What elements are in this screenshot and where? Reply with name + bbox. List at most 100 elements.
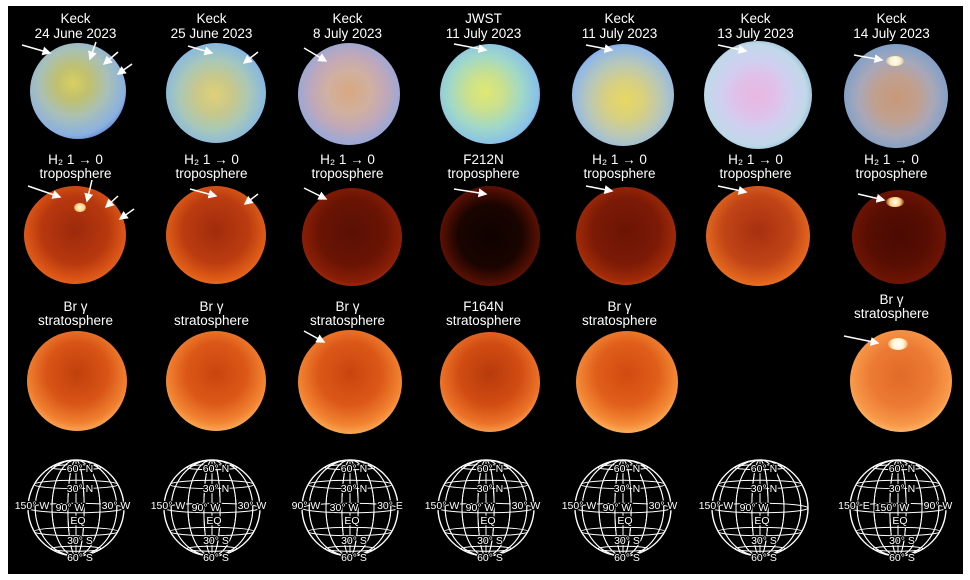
layer-label: troposphere	[39, 166, 112, 181]
grid-label-n1: 60° N	[614, 463, 640, 475]
titan-color-image	[572, 44, 674, 146]
grid-label-right: 90° W	[924, 500, 953, 512]
layer-label: troposphere	[447, 166, 520, 181]
grid-label-eq: EQ	[892, 515, 907, 527]
grid-label-eq: EQ	[617, 515, 632, 527]
globe-grid: 60° N 30° N 150° W 90° W 30° W EQ 30° S 60° S	[149, 459, 268, 565]
grid-label-eq: EQ	[70, 515, 85, 527]
layer-label: stratosphere	[581, 313, 658, 328]
layer-label: stratosphere	[173, 313, 250, 328]
h2-label: H₂ 1 → 0	[320, 152, 375, 167]
grid-label-eq: EQ	[480, 515, 495, 527]
globe-grid: 60° N 30° N 150° W 90° W 30° W EQ 30° S 60° S	[560, 459, 679, 565]
grid-label-left: 150° W	[425, 500, 460, 512]
arrow-icon	[717, 44, 748, 195]
grid-label-s2: 60° S	[477, 552, 503, 564]
titan-stratosphere-image	[166, 331, 266, 431]
grid-label-mid: 150° W	[875, 502, 910, 514]
titan-color-image	[298, 43, 400, 145]
layer-label: stratosphere	[445, 313, 522, 328]
br-label: Br γ	[879, 292, 904, 307]
arrow-icon	[453, 43, 488, 198]
grid-label-left: 90° W	[292, 500, 321, 512]
grid-label-s2: 60° S	[751, 552, 777, 564]
globe-grid: 60° N 30° N 90° W 30° W 30° E EQ 30° S 60° S	[290, 459, 404, 565]
date-label: 11 July 2023	[581, 26, 658, 41]
telescope-label: Keck	[876, 11, 907, 26]
layer-label: troposphere	[855, 166, 928, 181]
date-label: 11 July 2023	[445, 26, 522, 41]
grid-label-right: 30° W	[512, 500, 541, 512]
grid-label-n2: 30° N	[751, 483, 777, 495]
grid-label-n2: 30° N	[67, 483, 93, 495]
titan-stratosphere-image	[440, 332, 540, 432]
grid-label-n1: 60° N	[341, 463, 367, 475]
grid-label-n2: 30° N	[203, 483, 229, 495]
telescope-label: JWST	[465, 11, 502, 26]
grid-label-left: 150° W	[15, 500, 50, 512]
grid-label-n2: 30° N	[614, 483, 640, 495]
bright-cloud	[74, 203, 86, 212]
column-1: Keck 24 June 2023 H₂ 1 → 0 troposphere B…	[8, 6, 143, 574]
br-label: Br γ	[199, 299, 224, 314]
grid-label-s2: 60° S	[614, 552, 640, 564]
telescope-label: Keck	[196, 11, 227, 26]
telescope-label: Keck	[332, 11, 363, 26]
globe-grid: 60° N 30° N 150° W 90° W 30° W EQ 30° S 60° S	[423, 459, 542, 565]
grid-label-left: 150° E	[838, 500, 870, 512]
telescope-label: Keck	[740, 11, 771, 26]
h2-label: H₂ 1 → 0	[48, 152, 103, 167]
br-label: F164N	[463, 299, 504, 314]
grid-label-eq: EQ	[754, 515, 769, 527]
grid-label-s2: 60° S	[889, 552, 915, 564]
grid-label-mid: 90° W	[192, 502, 221, 514]
grid-label-right: 30° W	[102, 500, 131, 512]
layer-label: troposphere	[719, 166, 792, 181]
arrow-icon	[303, 47, 328, 343]
br-label: Br γ	[607, 299, 632, 314]
telescope-label: Keck	[60, 11, 91, 26]
column-6: Keck 13 July 2023 H₂ 1 → 0 troposphere	[688, 6, 823, 574]
grid-label-s1: 30° S	[751, 535, 777, 547]
globe-grid: 60° N 30° N 150° W 90° W 30° W EQ 30° S 60° S	[13, 459, 132, 565]
grid-label-s1: 30° S	[203, 535, 229, 547]
grid-label-eq: EQ	[206, 515, 221, 527]
titan-stratosphere-image	[576, 331, 678, 433]
grid-label-right: 30° E	[377, 500, 403, 512]
titan-stratosphere-image	[27, 331, 127, 431]
grid-label-eq: EQ	[344, 515, 359, 527]
grid-label-left: 150° W	[151, 500, 186, 512]
titan-color-image	[440, 44, 540, 144]
h2-label: H₂ 1 → 0	[728, 152, 783, 167]
titan-troposphere-image	[706, 186, 810, 286]
titan-troposphere-image	[302, 188, 402, 286]
bright-cloud	[886, 197, 904, 207]
column-3: Keck 8 July 2023 H₂ 1 → 0 troposphere Br…	[280, 6, 415, 574]
date-label: 13 July 2023	[717, 26, 794, 41]
grid-label-mid: 30° W	[330, 502, 359, 514]
column-2: Keck 25 June 2023 H₂ 1 → 0 troposphere B…	[144, 6, 279, 574]
grid-label-n1: 60° N	[67, 463, 93, 475]
bright-cloud	[886, 56, 904, 66]
h2-label: H₂ 1 → 0	[592, 152, 647, 167]
layer-label: troposphere	[583, 166, 656, 181]
column-7: Keck 14 July 2023 H₂ 1 → 0 troposphere B…	[824, 6, 959, 574]
grid-label-left: 150° W	[562, 500, 597, 512]
grid-label-n2: 30° N	[341, 483, 367, 495]
titan-stratosphere-image	[298, 330, 402, 434]
grid-label-n2: 30° N	[889, 483, 915, 495]
layer-label: stratosphere	[309, 313, 386, 328]
titan-troposphere-image	[440, 186, 540, 286]
globe-grid: 60° N 30° N 150° W 90° WEQ 30° S 60° S	[697, 459, 809, 565]
grid-label-s2: 60° S	[67, 552, 93, 564]
telescope-label: Keck	[604, 11, 635, 26]
grid-label-mid: 90° W	[466, 502, 495, 514]
arrow-icon	[843, 54, 886, 346]
grid-label-s1: 30° S	[341, 535, 367, 547]
grid-label-mid: 90° W	[56, 502, 85, 514]
titan-color-image	[704, 41, 812, 149]
h2-label: H₂ 1 → 0	[864, 152, 919, 167]
grid-label-s2: 60° S	[203, 552, 229, 564]
grid-label-s1: 30° S	[67, 535, 93, 547]
